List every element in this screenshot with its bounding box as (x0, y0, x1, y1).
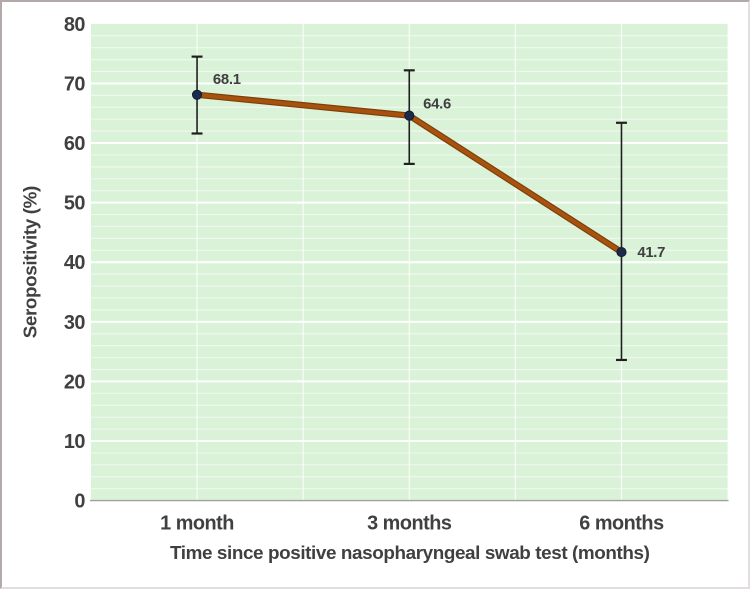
error-bar (616, 121, 627, 362)
x-axis-tick-labels: 1 month 3 months 6 months (160, 512, 664, 534)
y-axis-title: Seropositivity (%) (19, 186, 40, 338)
x-tick-label: 6 months (579, 512, 664, 534)
data-point-marker (616, 247, 627, 258)
data-point-marker (404, 110, 415, 121)
y-tick-label: 0 (74, 491, 85, 513)
data-label: 41.7 (637, 245, 665, 261)
x-axis-title: Time since positive nasopharyngeal swab … (170, 542, 650, 563)
error-bars (191, 55, 627, 362)
data-label: 68.1 (213, 72, 241, 88)
y-tick-label: 40 (64, 252, 86, 274)
y-tick-label: 10 (64, 431, 86, 453)
y-tick-label: 60 (64, 133, 86, 155)
data-point-markers (191, 89, 627, 258)
data-point-marker (191, 89, 203, 100)
x-tick-label: 3 months (367, 512, 452, 534)
y-tick-label: 70 (64, 73, 86, 95)
data-labels: 68.1 64.6 41.7 (213, 72, 666, 261)
data-label: 64.6 (423, 97, 451, 113)
y-tick-label: 30 (64, 312, 86, 334)
x-tick-label: 1 month (160, 512, 234, 534)
y-tick-label: 80 (64, 14, 86, 36)
y-tick-label: 50 (64, 193, 86, 215)
y-axis-tick-labels: 0 10 20 30 40 50 60 70 80 (64, 14, 86, 513)
y-tick-label: 20 (64, 371, 86, 393)
